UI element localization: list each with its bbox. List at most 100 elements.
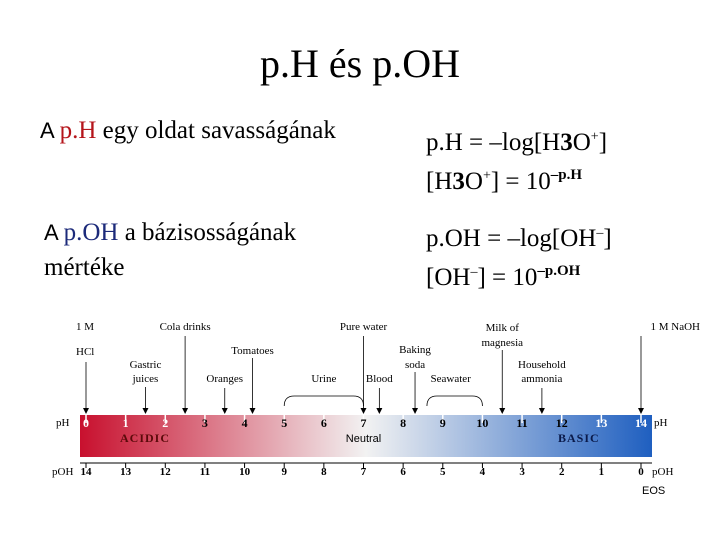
ph-tick-label: 13 xyxy=(595,416,607,430)
neutral-label: Neutral xyxy=(346,433,381,445)
poh-tick-label: 7 xyxy=(361,466,367,478)
ph-formula-sub: 3 xyxy=(560,129,573,156)
ph-tick-label: 4 xyxy=(242,416,248,430)
ph-tick-label: 2 xyxy=(162,416,168,430)
ph-tick-label: 10 xyxy=(476,416,488,430)
ph-axis-label-right: pH xyxy=(654,417,668,429)
ph-annotation: soda xyxy=(405,359,425,371)
poh-axis-label-right: pOH xyxy=(652,466,673,478)
poh-formula: p.OH = –log[OH–] xyxy=(426,224,612,254)
annotation-arrowhead xyxy=(142,408,149,414)
poh-tick-label: 11 xyxy=(200,466,210,478)
ph-tick-label: 6 xyxy=(321,416,327,430)
page-title: p.H és p.OH xyxy=(260,41,460,86)
acidic-label: ACIDIC xyxy=(120,431,170,445)
poh-formula-a: p.OH = –log[OH xyxy=(426,225,597,252)
ph-formula-sup: + xyxy=(590,129,599,145)
poh-tick-label: 14 xyxy=(81,466,93,478)
ph-tick-label: 3 xyxy=(202,416,208,430)
ph-annotation: Blood xyxy=(366,373,393,385)
poh-definition-text: a bázisosságának xyxy=(118,219,297,246)
ph-tick-label: 8 xyxy=(400,416,406,430)
poh-definition-line2: mértéke xyxy=(44,254,125,281)
article-a: A xyxy=(40,118,60,143)
poh-tick-label: 8 xyxy=(321,466,327,478)
ph-annotation: Oranges xyxy=(206,373,243,385)
annotation-arrowhead xyxy=(182,408,189,414)
ph-annotation: ammonia xyxy=(521,373,562,385)
ph-definition-text: egy oldat savasságának xyxy=(96,117,336,144)
ph-annotation: 1 M xyxy=(76,321,94,333)
h3o-c: ] = 10 xyxy=(490,168,551,195)
urine-range-bracket xyxy=(283,395,364,407)
poh-axis-label: pOH xyxy=(52,466,73,478)
poh-tick-label: 1 xyxy=(599,466,605,478)
poh-tick-label: 2 xyxy=(559,466,565,478)
ph-annotation: Cola drinks xyxy=(160,321,211,333)
ph-tick-label: 0 xyxy=(83,416,89,430)
ph-tick-label: 9 xyxy=(440,416,446,430)
ph-axis-label: pH xyxy=(56,417,70,429)
annotation-arrowhead xyxy=(249,408,256,414)
poh-tick-label: 10 xyxy=(239,466,251,478)
ph-tick-label: 5 xyxy=(281,416,287,430)
oh-exp: –p.OH xyxy=(537,263,581,279)
poh-tick-label: 0 xyxy=(638,466,644,478)
annotation-arrowhead xyxy=(376,408,383,414)
ph-formula-a: p.H = –log[H xyxy=(426,129,561,156)
annotation-arrowhead xyxy=(360,408,367,414)
oh-c: ] = 10 xyxy=(477,264,538,291)
h3o-a: [H xyxy=(426,168,453,195)
oh-sup: – xyxy=(470,264,478,280)
h3o-sub: 3 xyxy=(452,168,465,195)
poh-term: p.OH xyxy=(63,219,119,246)
ph-tick-label: 12 xyxy=(556,416,568,430)
ph-formula: p.H = –log[H3O+] xyxy=(426,128,607,158)
annotation-arrowhead xyxy=(499,408,506,414)
poh-tick-label: 5 xyxy=(440,466,446,478)
ph-gradient-bar xyxy=(80,415,652,457)
ph-tick-label: 14 xyxy=(635,416,647,430)
poh-tick-label: 13 xyxy=(120,466,132,478)
poh-formula-end: ] xyxy=(603,225,612,252)
poh-formula-sup: – xyxy=(596,225,604,241)
basic-label: BASIC xyxy=(558,431,600,445)
h3o-exp: –p.H xyxy=(550,167,583,183)
article-a-2: A xyxy=(44,220,64,245)
ph-term: p.H xyxy=(59,117,97,144)
h3o-b: O xyxy=(464,168,483,195)
ph-annotation: Urine xyxy=(311,373,336,385)
ph-annotation: Tomatoes xyxy=(231,345,274,357)
ph-formula-c: ] xyxy=(598,129,608,156)
poh-tick-label: 6 xyxy=(400,466,406,478)
poh-definition: A p.OH a bázisosságának xyxy=(44,218,296,248)
ph-annotation: Seawater xyxy=(431,373,472,385)
ph-annotation: 1 M NaOH xyxy=(651,321,701,333)
ph-annotation: Pure water xyxy=(340,321,388,333)
ph-tick-label: 7 xyxy=(361,416,367,430)
annotation-arrowhead xyxy=(638,408,644,414)
poh-tick-label: 3 xyxy=(519,466,525,478)
credit-label: EOS xyxy=(642,485,666,497)
ph-formula-b: O xyxy=(572,129,591,156)
ph-tick-label: 11 xyxy=(516,416,527,430)
annotation-arrowhead xyxy=(538,408,545,414)
annotation-arrowhead xyxy=(412,408,419,414)
ph-annotation: Baking xyxy=(399,344,431,356)
poh-tick-label: 12 xyxy=(160,466,172,478)
ph-tick-label: 1 xyxy=(123,416,129,430)
ph-annotation: magnesia xyxy=(481,337,523,349)
seawater-range-bracket xyxy=(426,395,483,407)
ph-annotation: Household xyxy=(518,359,566,371)
h3o-sup: + xyxy=(482,168,491,184)
poh-tick-label: 9 xyxy=(281,466,287,478)
ph-annotation: HCl xyxy=(76,346,94,358)
annotation-arrowhead xyxy=(221,408,228,414)
poh-tick-label: 4 xyxy=(480,466,486,478)
ph-annotation: Gastric xyxy=(130,359,162,371)
ph-definition: A p.H egy oldat savasságának xyxy=(40,116,336,146)
ph-annotation: Milk of xyxy=(486,322,520,334)
h3o-formula: [H3O+] = 10–p.H xyxy=(426,160,582,197)
annotation-arrowhead xyxy=(83,408,89,414)
